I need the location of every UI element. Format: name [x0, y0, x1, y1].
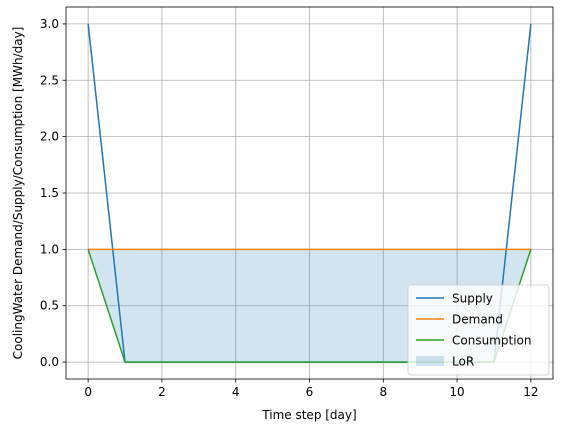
x-axis-label: Time step [day]: [261, 408, 356, 422]
y-tick-label: 3.0: [40, 17, 59, 31]
y-axis-ticks: 0.0 0.5 1.0 1.5 2.0 2.5 3.0: [40, 17, 66, 369]
y-tick-label: 1.5: [40, 186, 59, 200]
x-tick-label: 6: [306, 385, 314, 399]
x-tick-label: 4: [232, 385, 240, 399]
x-tick-label: 2: [158, 385, 166, 399]
y-tick-label: 1.0: [40, 242, 59, 256]
x-tick-label: 12: [523, 385, 538, 399]
legend-label-supply: Supply: [452, 292, 493, 306]
x-tick-label: 8: [379, 385, 387, 399]
legend-box: [407, 284, 550, 376]
y-tick-label: 2.5: [40, 73, 59, 87]
y-tick-label: 2.0: [40, 130, 59, 144]
legend-label-lor: LoR: [452, 355, 474, 369]
x-tick-label: 0: [84, 385, 92, 399]
x-tick-label: 10: [449, 385, 464, 399]
y-tick-label: 0.5: [40, 299, 59, 313]
legend-label-demand: Demand: [452, 313, 503, 327]
y-tick-label: 0.0: [40, 355, 59, 369]
grid: [66, 7, 553, 379]
legend-label-consumption: Consumption: [452, 334, 531, 348]
y-axis-label: CoolingWater Demand/Supply/Consumption […: [11, 27, 25, 360]
legend-swatch-lor: [416, 356, 444, 366]
legend: Supply Demand Consumption LoR: [407, 284, 550, 376]
x-axis-ticks: 0 2 4 6 8 10 12: [84, 379, 539, 399]
